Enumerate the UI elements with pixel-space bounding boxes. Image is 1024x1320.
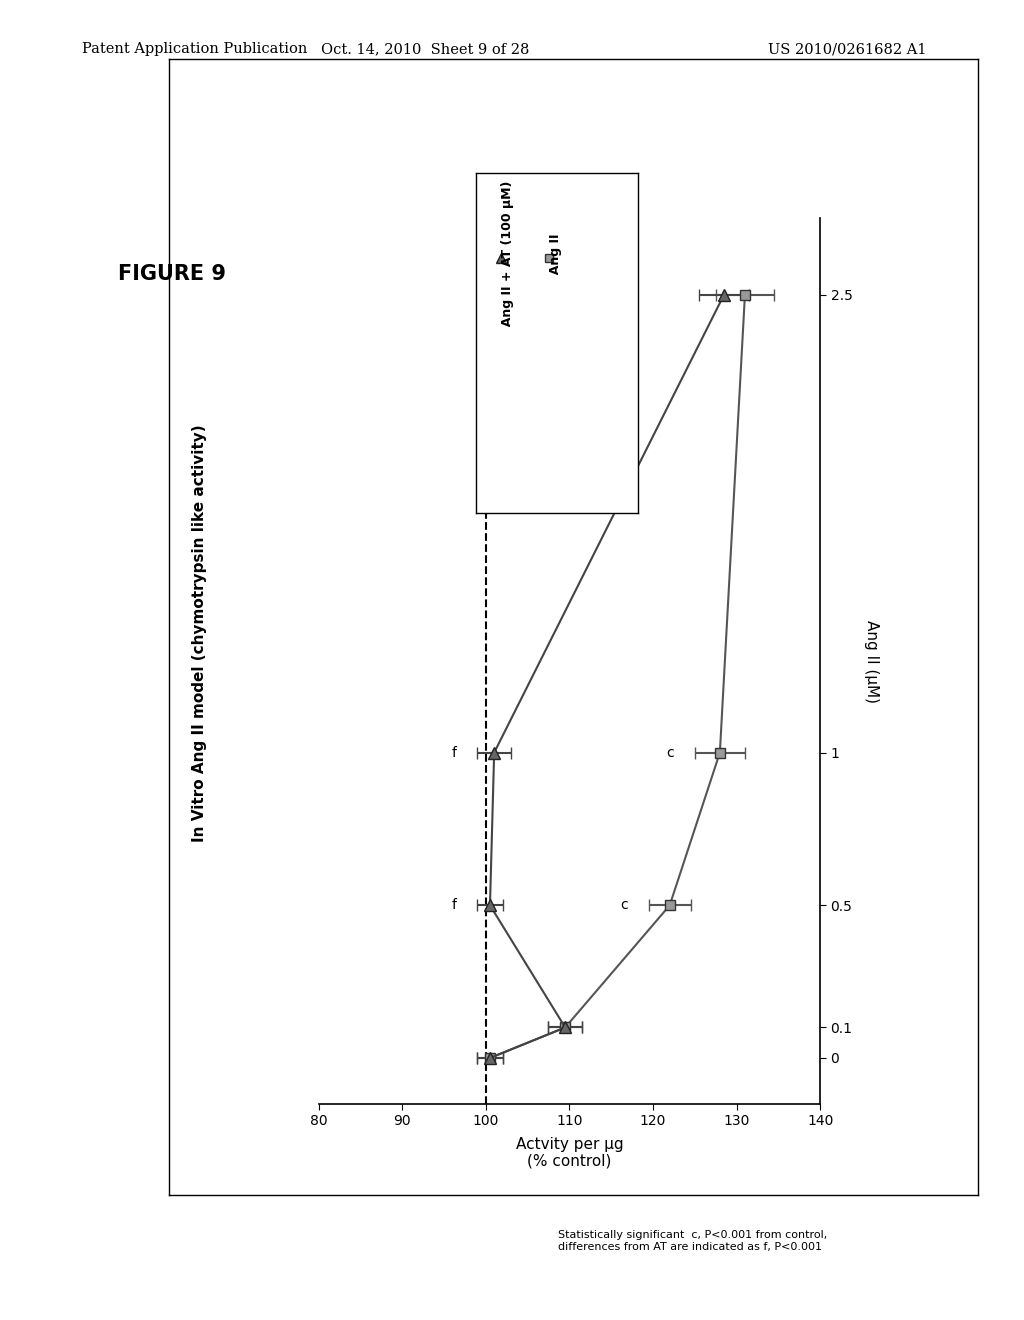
Text: f: f [452,899,457,912]
X-axis label: Actvity per μg
(% control): Actvity per μg (% control) [515,1137,624,1170]
Text: Ang II: Ang II [549,234,562,282]
Text: c: c [667,746,674,759]
Text: Ang II + AT (100 μM): Ang II + AT (100 μM) [501,181,514,335]
Text: Statistically significant  c, P<0.001 from control,
differences from AT are indi: Statistically significant c, P<0.001 fro… [558,1230,827,1251]
Text: In Vitro Ang II model (chymotrypsin like activity): In Vitro Ang II model (chymotrypsin like… [193,425,207,842]
Text: US 2010/0261682 A1: US 2010/0261682 A1 [768,42,927,57]
Text: FIGURE 9: FIGURE 9 [118,264,225,284]
Text: f: f [452,746,457,759]
Text: Oct. 14, 2010  Sheet 9 of 28: Oct. 14, 2010 Sheet 9 of 28 [321,42,529,57]
Y-axis label: Ang II (μM): Ang II (μM) [863,619,879,702]
Text: c: c [621,899,628,912]
Text: Patent Application Publication: Patent Application Publication [82,42,307,57]
